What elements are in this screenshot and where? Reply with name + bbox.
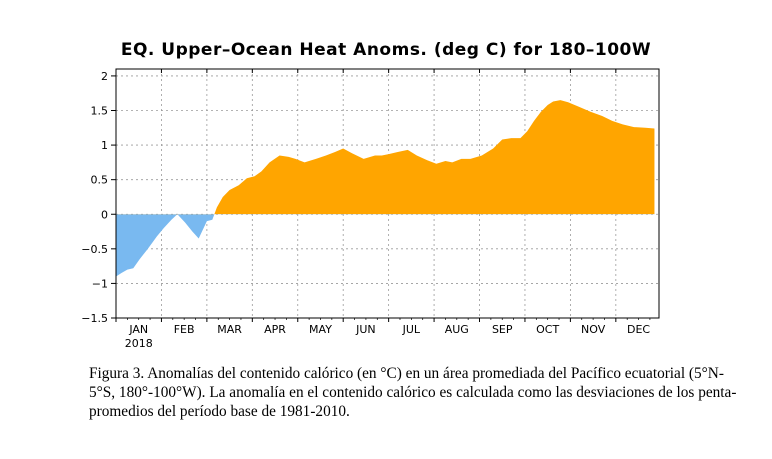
x-tick-label: NOV bbox=[581, 323, 606, 336]
x-tick-label: OCT bbox=[536, 323, 559, 336]
x-tick-label: FEB bbox=[174, 323, 195, 336]
y-tick-label: −0.5 bbox=[81, 243, 108, 256]
x-tick-label: JUL bbox=[402, 323, 421, 336]
chart: EQ. Upper–Ocean Heat Anoms. (deg C) for … bbox=[81, 40, 660, 350]
y-tick-label: 0.5 bbox=[91, 174, 109, 187]
axes: 2 1.5 1 0.5 0 −0.5 −1 −1.5 JAN FEB MAR APR MAY JUN JUL… bbox=[81, 69, 650, 350]
x-tick-label: JAN bbox=[128, 323, 148, 336]
y-tick-label: 2 bbox=[101, 70, 108, 83]
y-tick-label: 1 bbox=[101, 139, 108, 152]
y-tick-label: 0 bbox=[101, 208, 108, 221]
plot-frame bbox=[115, 68, 660, 319]
x-tick-label: DEC bbox=[627, 323, 650, 336]
x-tick-label: SEP bbox=[492, 323, 513, 336]
y-tick-label: −1.5 bbox=[81, 312, 108, 325]
x-tick-label: MAR bbox=[217, 323, 242, 336]
x-tick-label: AUG bbox=[445, 323, 469, 336]
x-tick-label: JUN bbox=[355, 323, 376, 336]
y-tick-label: 1.5 bbox=[91, 105, 109, 118]
x-tick-label: MAY bbox=[309, 323, 332, 336]
negative-anomaly-area bbox=[116, 214, 655, 277]
x-year-label: 2018 bbox=[125, 337, 153, 350]
x-tick-label: APR bbox=[264, 323, 286, 336]
chart-title: EQ. Upper–Ocean Heat Anoms. (deg C) for … bbox=[121, 40, 651, 60]
figure-caption: Figura 3. Anomalías del contenido calóri… bbox=[89, 365, 737, 420]
y-tick-label: −1 bbox=[92, 277, 108, 290]
positive-anomaly-area bbox=[116, 100, 655, 215]
